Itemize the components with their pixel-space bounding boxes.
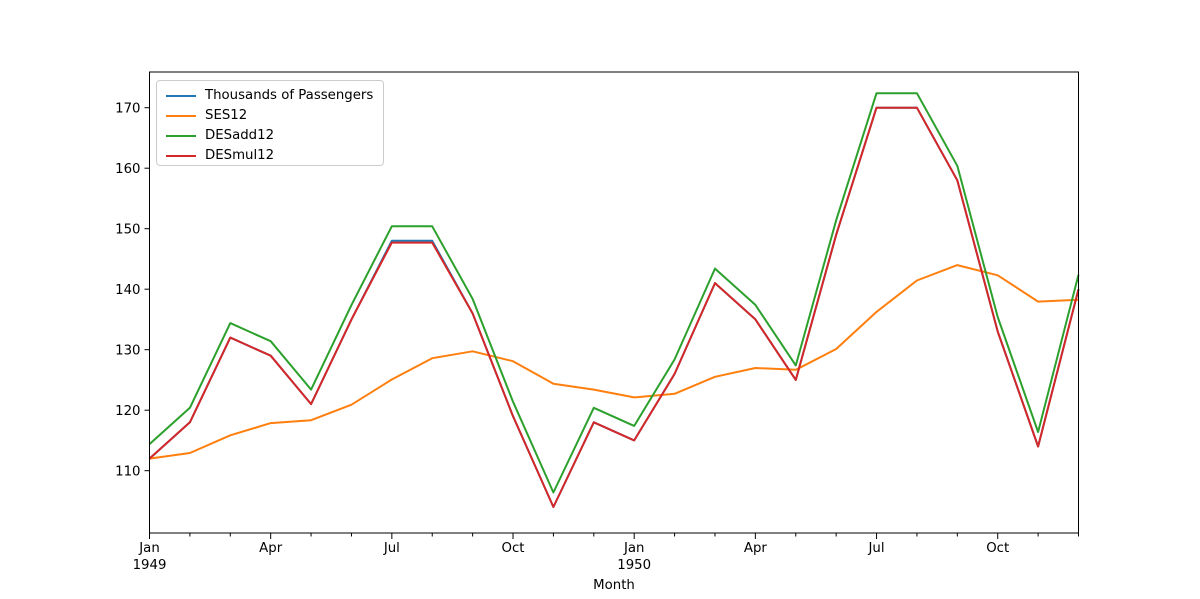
x-tick-year-label: 1950: [617, 558, 651, 573]
x-tick-year-label: 1949: [133, 558, 167, 573]
y-tick-label: 110: [115, 464, 140, 479]
legend-line-sample-red: [166, 155, 196, 157]
x-tick-label: Jan: [138, 541, 160, 556]
axes-spines: [149, 71, 1079, 534]
legend-item-ses12: SES12: [166, 106, 374, 126]
series-line-desadd12: [148, 92, 1080, 494]
series-line-desmul12: [148, 106, 1080, 508]
series-line-ses12: [149, 264, 1079, 460]
x-tick-label: Oct: [502, 541, 525, 556]
x-tick-label: Jul: [868, 541, 885, 556]
chart-legend: Thousands of Passengers SES12 DESadd12 D…: [156, 80, 384, 166]
x-tick-label: Oct: [986, 541, 1009, 556]
legend-label: Thousands of Passengers: [205, 88, 374, 103]
y-tick-label: 160: [115, 162, 140, 177]
legend-line-sample-green: [166, 135, 196, 137]
legend-item-passengers: Thousands of Passengers: [166, 86, 374, 106]
y-tick-label: 150: [115, 222, 140, 237]
x-tick-label: Apr: [259, 541, 283, 556]
x-tick-label: Jul: [383, 541, 400, 556]
legend-item-desmul12: DESmul12: [166, 146, 374, 166]
x-axis-title: Month: [593, 578, 635, 593]
y-tick-label: 130: [115, 343, 140, 358]
legend-line-sample-blue: [166, 95, 196, 97]
legend-line-sample-orange: [166, 115, 196, 117]
y-tick-label: 120: [115, 404, 140, 419]
legend-item-desadd12: DESadd12: [166, 126, 374, 146]
legend-label: DESmul12: [205, 148, 275, 163]
legend-label: SES12: [205, 108, 248, 123]
series-line-thousands-of-passengers: [148, 106, 1080, 508]
x-tick-label: Apr: [744, 541, 768, 556]
y-tick-label: 140: [115, 283, 140, 298]
legend-label: DESadd12: [205, 128, 275, 143]
x-tick-label: Jan: [623, 541, 645, 556]
y-tick-label: 170: [115, 101, 140, 116]
